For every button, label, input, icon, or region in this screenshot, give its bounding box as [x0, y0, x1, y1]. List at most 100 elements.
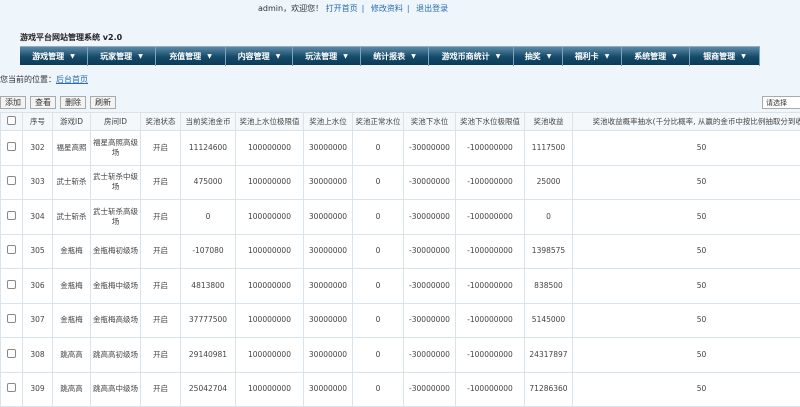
- table-cell: 305: [23, 234, 53, 269]
- table-cell: 30000000: [304, 303, 353, 338]
- table-cell: 金瓶梅: [53, 234, 91, 269]
- nav-item[interactable]: 游戏管理▼: [20, 47, 88, 66]
- table-cell: 30000000: [304, 372, 353, 407]
- logout-link[interactable]: 退出登录: [416, 4, 448, 13]
- table-cell: 100000000: [236, 165, 304, 200]
- table-cell: -100000000: [456, 338, 525, 373]
- column-header: 奖池上水位极限值: [236, 113, 304, 131]
- nav-item[interactable]: 银商管理▼: [690, 47, 760, 66]
- nav-label: 充值管理: [169, 51, 201, 62]
- table-cell: 30000000: [304, 338, 353, 373]
- nav-label: 系统管理: [634, 51, 666, 62]
- query-button[interactable]: 查看: [30, 96, 56, 109]
- caret-down-icon: ▼: [411, 53, 416, 60]
- table-cell: 1117500: [525, 131, 573, 166]
- caret-down-icon: ▼: [207, 53, 212, 60]
- column-header: 奖池正常水位: [353, 113, 404, 131]
- row-checkbox[interactable]: [1, 303, 23, 338]
- table-cell: 0: [181, 200, 236, 235]
- nav-item[interactable]: 玩家管理▼: [88, 47, 156, 66]
- row-checkbox[interactable]: [1, 200, 23, 235]
- column-header: 奖池收益: [525, 113, 573, 131]
- table-cell: 100000000: [236, 372, 304, 407]
- table-cell: 25042704: [181, 372, 236, 407]
- table-cell: 309: [23, 372, 53, 407]
- nav-label: 玩法管理: [305, 51, 337, 62]
- table-cell: -100000000: [456, 200, 525, 235]
- select-all-checkbox[interactable]: [1, 113, 23, 131]
- row-checkbox[interactable]: [1, 234, 23, 269]
- nav-item[interactable]: 抽奖▼: [514, 47, 563, 66]
- row-checkbox[interactable]: [1, 338, 23, 373]
- nav-item[interactable]: 统计报表▼: [361, 47, 429, 66]
- row-checkbox[interactable]: [1, 269, 23, 304]
- table-cell: 838500: [525, 269, 573, 304]
- table-cell: 0: [353, 131, 404, 166]
- row-checkbox[interactable]: [1, 165, 23, 200]
- caret-down-icon: ▼: [547, 53, 552, 60]
- table-cell: -30000000: [404, 131, 456, 166]
- table-cell: -30000000: [404, 234, 456, 269]
- caret-down-icon: ▼: [605, 53, 610, 60]
- table-cell: 100000000: [236, 131, 304, 166]
- table-cell: 开启: [141, 372, 181, 407]
- app-title: 游戏平台网站管理系统 v2.0: [20, 32, 122, 43]
- table-cell: 金瓶梅: [53, 303, 91, 338]
- nav-item[interactable]: 充值管理 ▼: [156, 47, 226, 66]
- column-header: 奖池状态: [141, 113, 181, 131]
- nav-item[interactable]: 游戏币商统计▼: [429, 47, 514, 66]
- table-cell: 开启: [141, 269, 181, 304]
- table-cell: 跳高高: [53, 338, 91, 373]
- breadcrumb: 您当前的位置：后台首页: [0, 74, 88, 85]
- welcome-text: admin，欢迎您！: [258, 4, 323, 13]
- nav-label: 游戏币商统计: [442, 51, 490, 62]
- table-cell: -100000000: [456, 269, 525, 304]
- table-cell: 71286360: [525, 372, 573, 407]
- column-header: 奖池下水位极限值: [456, 113, 525, 131]
- table-cell: -100000000: [456, 131, 525, 166]
- table-cell: 100000000: [236, 269, 304, 304]
- table-cell: 开启: [141, 303, 181, 338]
- table-cell: 30000000: [304, 200, 353, 235]
- table-cell: 30000000: [304, 269, 353, 304]
- edit-profile-link[interactable]: 修改资料: [371, 4, 403, 13]
- table-cell: 30000000: [304, 165, 353, 200]
- row-checkbox[interactable]: [1, 372, 23, 407]
- add-button[interactable]: 添加: [0, 96, 26, 109]
- caret-down-icon: ▼: [70, 53, 75, 60]
- refresh-button[interactable]: 刷新: [90, 96, 116, 109]
- table-cell: -30000000: [404, 269, 456, 304]
- nav-item[interactable]: 系统管理▼: [622, 47, 690, 66]
- filter-select[interactable]: 请选择: [762, 96, 800, 109]
- nav-item[interactable]: 玩法管理▼: [293, 47, 361, 66]
- table-cell: 金瓶梅: [53, 269, 91, 304]
- table-cell: -100000000: [456, 303, 525, 338]
- table-cell: 跳高高: [53, 372, 91, 407]
- table-cell: 武士斩杀高级场: [91, 200, 141, 235]
- open-home-link[interactable]: 打开首页: [326, 4, 358, 13]
- table-cell: 303: [23, 165, 53, 200]
- breadcrumb-home-link[interactable]: 后台首页: [56, 75, 88, 84]
- nav-item[interactable]: 福利卡▼: [563, 47, 622, 66]
- nav-item[interactable]: 内容管理▼: [226, 47, 293, 66]
- table-cell: 475000: [181, 165, 236, 200]
- column-header: 奖池收益概率抽水(千分比概率, 从赢的金币中按比例抽取分到收益: [573, 113, 800, 131]
- table-cell: 50: [573, 131, 800, 166]
- table-cell: 开启: [141, 234, 181, 269]
- table-cell: -30000000: [404, 372, 456, 407]
- table-cell: 金瓶梅高级场: [91, 303, 141, 338]
- table-cell: 100000000: [236, 234, 304, 269]
- column-header: 房间ID: [91, 113, 141, 131]
- table-cell: -100000000: [456, 234, 525, 269]
- table-cell: 武士斩杀: [53, 165, 91, 200]
- delete-button[interactable]: 删除: [60, 96, 86, 109]
- table-cell: -30000000: [404, 338, 456, 373]
- row-checkbox[interactable]: [1, 131, 23, 166]
- table-cell: 50: [573, 165, 800, 200]
- table-cell: 37777500: [181, 303, 236, 338]
- table-cell: -30000000: [404, 200, 456, 235]
